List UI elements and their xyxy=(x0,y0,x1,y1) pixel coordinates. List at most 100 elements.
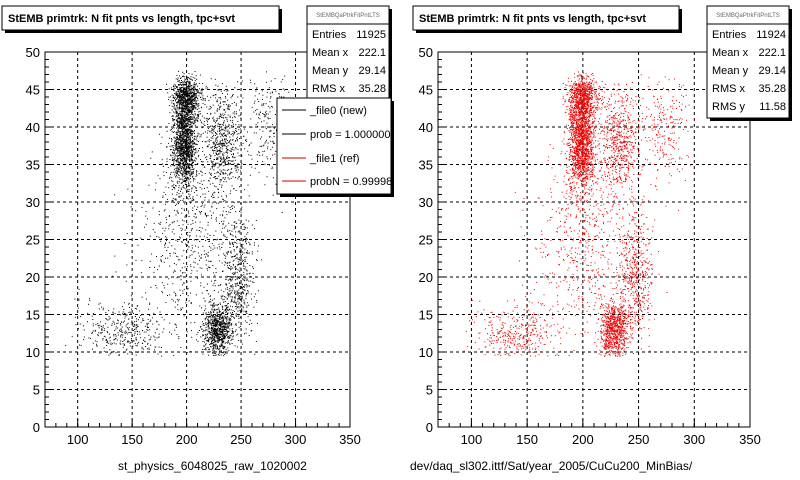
left-scatter-point xyxy=(125,330,127,332)
left-scatter-point xyxy=(183,146,185,148)
left-scatter-point xyxy=(223,117,224,119)
left-scatter-point xyxy=(163,319,165,321)
left-scatter-point xyxy=(181,107,183,109)
left-scatter-point xyxy=(212,348,214,350)
left-scatter-point xyxy=(188,174,190,176)
left-scatter-point xyxy=(237,310,239,312)
left-scatter-point xyxy=(191,109,192,111)
left-scatter-point xyxy=(201,115,203,117)
left-scatter-point xyxy=(198,148,200,149)
left-scatter-point xyxy=(227,335,229,337)
left-scatter-point xyxy=(177,133,179,135)
left-scatter-point xyxy=(246,286,248,288)
left-scatter-point xyxy=(236,167,238,169)
left-scatter-point xyxy=(222,242,224,244)
left-scatter-point xyxy=(136,326,138,328)
left-scatter-point xyxy=(133,312,134,314)
left-scatter-point xyxy=(219,329,220,331)
left-scatter-point xyxy=(195,90,197,92)
left-scatter-point xyxy=(180,118,182,120)
left-scatter-point xyxy=(186,107,188,109)
left-scatter-point xyxy=(174,155,176,157)
left-scatter-point xyxy=(182,199,184,201)
left-scatter-point xyxy=(217,338,219,340)
left-scatter-point xyxy=(75,324,77,326)
left-scatter-point xyxy=(189,82,191,84)
left-scatter-point xyxy=(198,133,200,135)
left-scatter-point xyxy=(216,304,218,306)
left-scatter-point xyxy=(120,323,122,325)
left-scatter-point xyxy=(126,313,128,315)
left-scatter-point xyxy=(211,125,213,127)
left-scatter-point xyxy=(217,326,219,328)
left-scatter-point xyxy=(228,160,230,162)
left-scatter-point xyxy=(209,117,210,119)
left-scatter-point xyxy=(182,228,183,230)
left-scatter-point xyxy=(168,242,170,244)
left-scatter-point xyxy=(229,232,231,234)
left-scatter-point xyxy=(175,168,177,169)
left-scatter-point xyxy=(194,139,196,140)
left-scatter-point xyxy=(231,331,233,332)
left-scatter-point xyxy=(229,279,231,281)
left-scatter-point xyxy=(215,176,217,178)
left-scatter-point xyxy=(120,328,122,330)
left-scatter-point xyxy=(183,165,185,167)
left-scatter-point xyxy=(231,323,233,324)
left-scatter-point xyxy=(201,122,203,124)
left-scatter-point xyxy=(92,319,94,320)
left-scatter-point xyxy=(178,149,180,151)
left-scatter-point xyxy=(202,164,204,166)
left-scatter-point xyxy=(227,107,229,109)
left-scatter-point xyxy=(169,177,170,179)
left-scatter-point xyxy=(215,314,217,316)
left-scatter-point xyxy=(180,188,182,190)
left-scatter-point xyxy=(232,256,234,258)
left-scatter-point xyxy=(219,321,221,323)
left-scatter-point xyxy=(229,141,231,143)
left-scatter-point xyxy=(220,179,222,181)
left-scatter-point xyxy=(229,234,231,235)
left-scatter-point xyxy=(211,202,213,204)
left-scatter-point xyxy=(113,342,115,344)
left-scatter-point xyxy=(219,324,221,326)
left-scatter-point xyxy=(227,133,229,135)
left-scatter-point xyxy=(187,133,189,135)
left-scatter-point xyxy=(215,330,217,332)
left-scatter-point xyxy=(198,115,199,117)
left-scatter-point xyxy=(217,167,219,169)
left-scatter-point xyxy=(199,221,201,223)
left-scatter-point xyxy=(231,121,233,123)
left-scatter-point xyxy=(224,330,225,332)
left-scatter-point xyxy=(238,307,240,309)
left-scatter-point xyxy=(179,154,181,156)
left-scatter-point xyxy=(207,221,209,223)
left-scatter-point xyxy=(201,87,203,89)
left-scatter-point xyxy=(183,114,185,116)
left-scatter-point xyxy=(182,96,184,98)
left-scatter-point xyxy=(180,146,182,148)
left-scatter-point xyxy=(191,108,193,110)
left-scatter-point xyxy=(215,334,217,336)
left-scatter-point xyxy=(222,227,224,229)
left-scatter-point xyxy=(217,320,219,321)
left-scatter-point xyxy=(174,209,176,211)
left-scatter-point xyxy=(196,140,198,142)
left-scatter-point xyxy=(194,106,196,108)
left-scatter-point xyxy=(193,148,195,150)
left-scatter-point xyxy=(178,84,180,86)
left-scatter-point xyxy=(237,152,239,154)
left-scatter-point xyxy=(222,342,224,344)
left-scatter-point xyxy=(182,157,184,159)
left-scatter-point xyxy=(182,107,184,109)
left-scatter-point xyxy=(187,132,189,134)
left-scatter-point xyxy=(188,170,190,172)
left-scatter-point xyxy=(190,76,192,78)
left-scatter-point xyxy=(176,133,178,135)
left-scatter-point xyxy=(174,151,175,153)
left-scatter-point xyxy=(188,111,190,113)
left-scatter-point xyxy=(221,129,223,131)
left-scatter-point xyxy=(182,81,184,83)
left-scatter-point xyxy=(176,94,178,96)
left-scatter-point xyxy=(122,331,124,333)
